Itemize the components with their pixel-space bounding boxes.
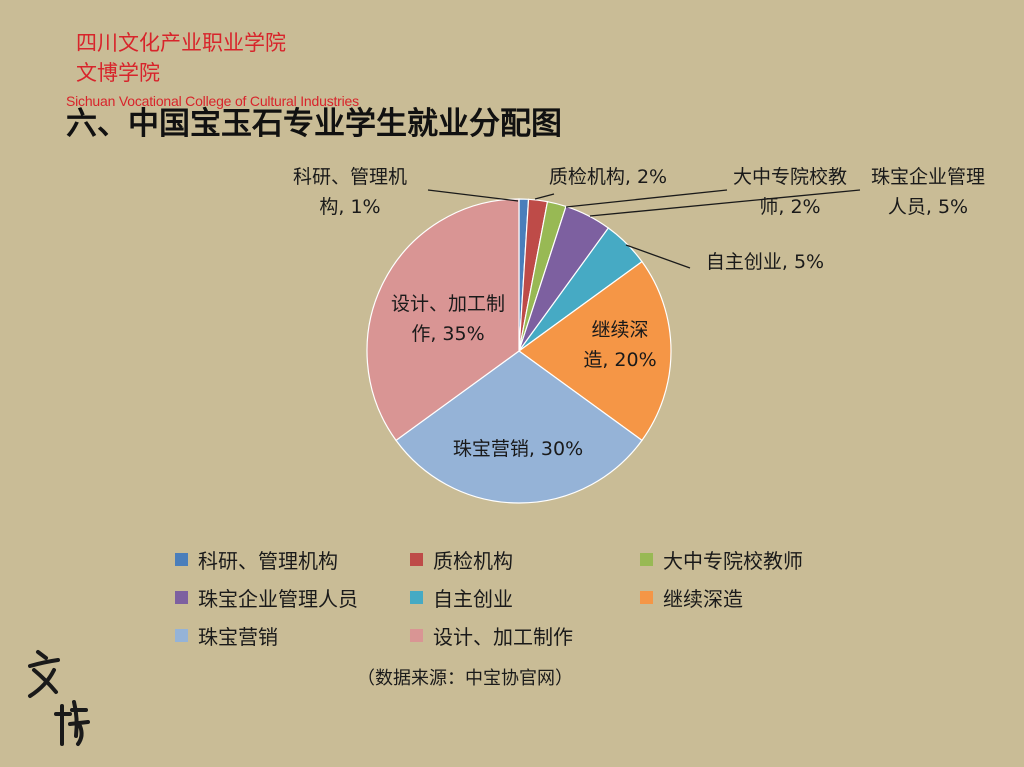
legend-swatch <box>410 553 423 566</box>
legend-item-4: 珠宝企业管理人员 <box>175 583 358 612</box>
data-label-2: 质检机构, 2% <box>549 166 667 188</box>
legend-label: 大中专院校教师 <box>663 549 803 573</box>
data-label-5: 自主创业, 5% <box>706 251 824 273</box>
page-title: 六、中国宝玉石专业学生就业分配图 <box>66 106 562 142</box>
legend-label: 质检机构 <box>433 549 513 573</box>
legend-swatch <box>640 591 653 604</box>
legend-swatch <box>175 591 188 604</box>
wenbo-logo <box>28 650 90 746</box>
legend-item-7: 珠宝营销 <box>175 621 278 650</box>
data-label-8: 设计、加工制作, 35% <box>391 293 505 345</box>
legend-item-5: 自主创业 <box>410 583 513 612</box>
leader-line-5 <box>625 244 691 269</box>
legend-label: 珠宝企业管理人员 <box>198 587 358 611</box>
pie-slice-6 <box>517 260 672 442</box>
legend-item-3: 大中专院校教师 <box>640 545 803 574</box>
school-name-cn-secondary: 文博学院 <box>76 61 160 85</box>
legend-item-6: 继续深造 <box>640 583 743 612</box>
legend-label: 继续深造 <box>663 587 743 611</box>
legend-label: 自主创业 <box>433 587 513 611</box>
legend-swatch <box>640 553 653 566</box>
leader-line-4 <box>589 189 861 217</box>
school-name-en: Sichuan Vocational College of Cultural I… <box>66 93 359 109</box>
leader-line-2 <box>534 193 555 200</box>
legend-item-8: 设计、加工制作 <box>410 621 573 650</box>
legend-item-1: 科研、管理机构 <box>175 545 338 574</box>
leader-line-3 <box>565 189 728 208</box>
legend-label: 珠宝营销 <box>198 625 278 649</box>
legend-swatch <box>410 629 423 642</box>
pie-slice-7 <box>395 350 643 504</box>
pie-slice-8 <box>366 198 520 442</box>
legend-swatch <box>175 629 188 642</box>
leader-line-1 <box>427 189 519 202</box>
legend-item-2: 质检机构 <box>410 545 513 574</box>
school-name-cn: 四川文化产业职业学院 <box>76 31 286 55</box>
legend-label: 科研、管理机构 <box>198 549 338 573</box>
legend-swatch <box>410 591 423 604</box>
data-label-6: 继续深造, 20% <box>583 319 656 371</box>
legend-label: 设计、加工制作 <box>433 625 573 649</box>
data-label-4: 珠宝企业管理人员, 5% <box>871 166 985 218</box>
data-label-1: 科研、管理机构, 1% <box>293 166 407 218</box>
data-label-7: 珠宝营销, 30% <box>453 438 583 460</box>
data-label-3: 大中专院校教师, 2% <box>733 166 847 218</box>
data-source-note: （数据来源：中宝协官网） <box>357 668 573 689</box>
legend-swatch <box>175 553 188 566</box>
